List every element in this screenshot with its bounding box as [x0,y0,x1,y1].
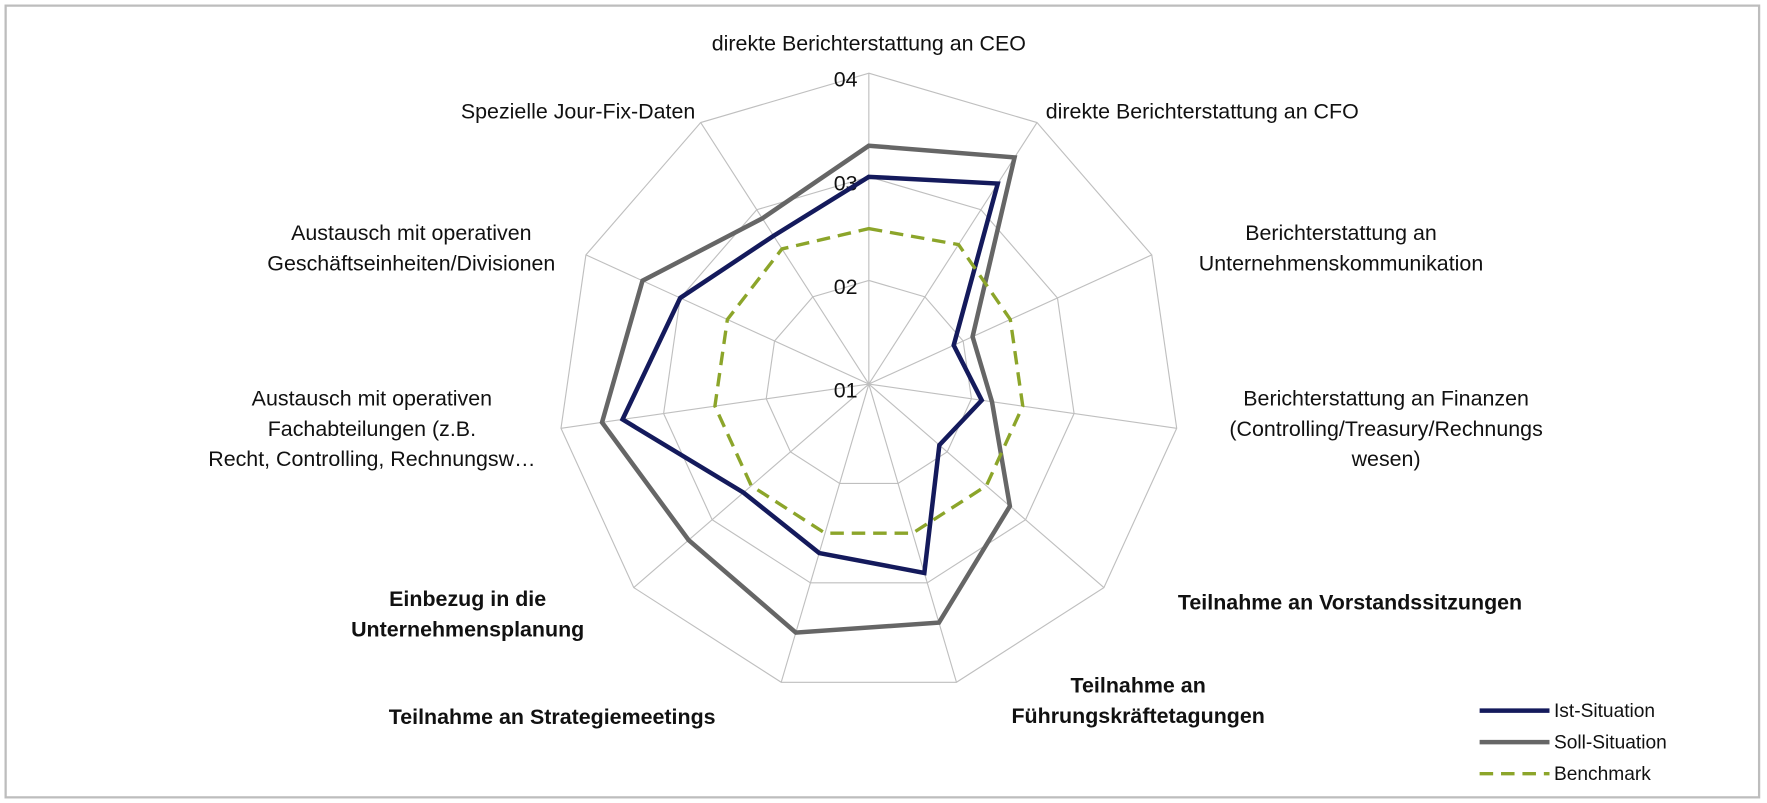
category-label: Teilnahme an Strategiemeetings [388,706,716,730]
legend-label: Soll-Situation [1554,732,1667,753]
spoke [868,383,958,683]
spoke [700,122,870,385]
legend-label: Benchmark [1554,764,1651,785]
category-label: direkte Berichterstattung an CEO [711,32,1026,57]
chart-frame [4,4,1761,799]
category-label: Berichterstattung an Unternehmenskommuni… [1198,221,1484,276]
series-line [619,174,1001,576]
category-label: Einbezug in die Unternehmensplanung [351,587,585,642]
grid-ring [560,72,1178,683]
spoke [868,122,1038,385]
grid-ring [663,176,1075,584]
category-label: Austausch mit operativen Fachabteilungen… [208,387,536,472]
category-label: Spezielle Jour-Fix-Daten [460,100,696,124]
r-tick-label: 02 [834,275,858,299]
r-tick-label: 01 [834,379,858,403]
legend-label: Ist-Situation [1554,701,1655,722]
series-line [599,143,1018,635]
category-label: direkte Berichterstattung an CFO [1045,100,1359,124]
spoke [633,383,870,589]
r-tick-label: 04 [834,68,858,92]
category-label: Teilnahme an Führungskräftetagungen [1011,674,1265,729]
spoke [868,383,1105,589]
category-label: Teilnahme an Vorstandssitzungen [1177,591,1523,615]
category-label: Berichterstattung an Finanzen (Controlli… [1229,387,1543,472]
category-label: Austausch mit operativen Geschäftseinhei… [267,221,556,276]
